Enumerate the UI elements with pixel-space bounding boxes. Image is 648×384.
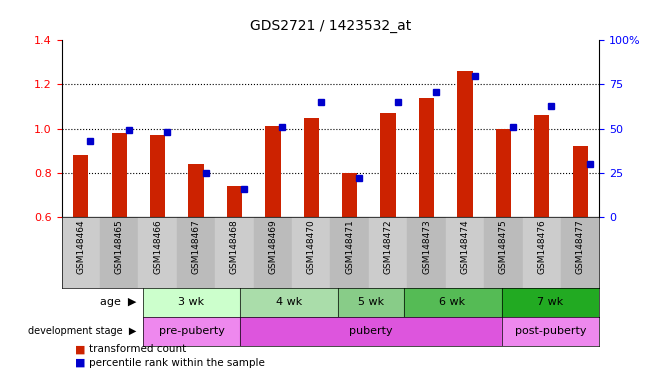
Bar bbox=[227, 186, 242, 217]
Bar bbox=[408, 217, 446, 288]
Text: GSM148475: GSM148475 bbox=[499, 219, 508, 274]
Text: GSM148471: GSM148471 bbox=[345, 219, 354, 274]
Bar bbox=[150, 135, 165, 217]
Bar bbox=[265, 126, 281, 217]
Text: GSM148464: GSM148464 bbox=[76, 219, 86, 274]
Bar bbox=[446, 217, 484, 288]
Text: puberty: puberty bbox=[349, 326, 393, 336]
Bar bbox=[561, 217, 599, 288]
Text: 5 wk: 5 wk bbox=[358, 297, 384, 308]
Bar bbox=[292, 217, 330, 288]
Text: pre-puberty: pre-puberty bbox=[159, 326, 224, 336]
Text: GSM148467: GSM148467 bbox=[192, 219, 200, 274]
Bar bbox=[111, 133, 127, 217]
Text: GSM148472: GSM148472 bbox=[384, 219, 393, 274]
Text: GSM148474: GSM148474 bbox=[461, 219, 469, 274]
Text: GSM148465: GSM148465 bbox=[115, 219, 124, 274]
Text: post-puberty: post-puberty bbox=[515, 326, 586, 336]
Bar bbox=[253, 217, 292, 288]
Bar bbox=[240, 317, 502, 346]
Bar bbox=[189, 164, 203, 217]
Bar bbox=[143, 317, 240, 346]
Bar bbox=[502, 317, 599, 346]
Bar bbox=[457, 71, 472, 217]
Text: ■: ■ bbox=[75, 358, 85, 368]
Text: GSM148466: GSM148466 bbox=[153, 219, 162, 274]
Bar bbox=[404, 288, 502, 317]
Text: GSM148470: GSM148470 bbox=[307, 219, 316, 274]
Bar bbox=[380, 113, 396, 217]
Text: transformed count: transformed count bbox=[89, 344, 186, 354]
Text: GSM148476: GSM148476 bbox=[537, 219, 546, 274]
Bar bbox=[572, 146, 588, 217]
Text: 4 wk: 4 wk bbox=[276, 297, 303, 308]
Text: 3 wk: 3 wk bbox=[178, 297, 205, 308]
Text: 7 wk: 7 wk bbox=[537, 297, 564, 308]
Bar bbox=[303, 118, 319, 217]
Bar bbox=[534, 115, 550, 217]
Text: GSM148473: GSM148473 bbox=[422, 219, 431, 274]
Bar bbox=[330, 217, 369, 288]
Bar bbox=[215, 217, 253, 288]
Bar bbox=[522, 217, 561, 288]
Bar bbox=[143, 288, 240, 317]
Text: GSM148468: GSM148468 bbox=[230, 219, 239, 274]
Text: GSM148469: GSM148469 bbox=[268, 219, 277, 274]
Bar bbox=[342, 173, 357, 217]
Bar bbox=[62, 217, 100, 288]
Bar bbox=[338, 288, 404, 317]
Bar bbox=[369, 217, 408, 288]
Bar bbox=[484, 217, 522, 288]
Text: percentile rank within the sample: percentile rank within the sample bbox=[89, 358, 264, 368]
Bar bbox=[419, 98, 434, 217]
Bar bbox=[496, 129, 511, 217]
Bar bbox=[502, 288, 599, 317]
Bar bbox=[240, 288, 338, 317]
Bar bbox=[73, 155, 88, 217]
Bar bbox=[177, 217, 215, 288]
Text: GDS2721 / 1423532_at: GDS2721 / 1423532_at bbox=[250, 19, 411, 33]
Text: 6 wk: 6 wk bbox=[439, 297, 466, 308]
Text: development stage  ▶: development stage ▶ bbox=[28, 326, 136, 336]
Bar bbox=[100, 217, 139, 288]
Text: age  ▶: age ▶ bbox=[100, 297, 136, 308]
Text: ■: ■ bbox=[75, 344, 85, 354]
Bar bbox=[139, 217, 177, 288]
Text: GSM148477: GSM148477 bbox=[575, 219, 584, 274]
